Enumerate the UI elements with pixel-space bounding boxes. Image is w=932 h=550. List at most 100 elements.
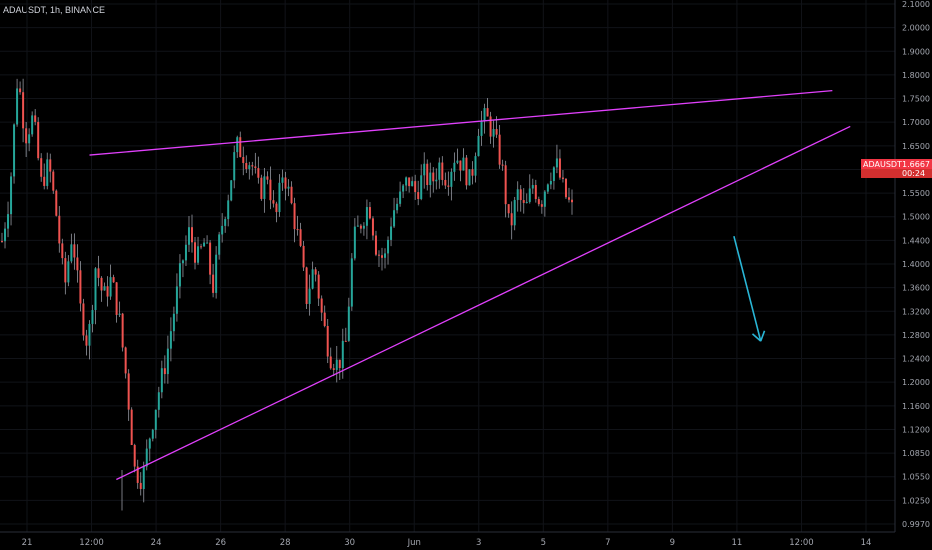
candle-body	[468, 169, 471, 186]
candle-body	[411, 181, 414, 187]
candle-body	[242, 157, 245, 164]
candle-body	[133, 445, 136, 467]
candle-body	[290, 186, 293, 204]
x-tick-label: 14	[861, 538, 872, 548]
time-axis[interactable]: 21 12:00 24 26 28 30 Jun 3 5 7 9 11 12:00 14	[0, 531, 895, 548]
candle-body	[507, 204, 510, 214]
candle-body	[350, 258, 353, 307]
candle-body	[64, 258, 67, 283]
candle-body	[341, 340, 344, 368]
candle-body	[356, 225, 359, 227]
y-tick-label: 1.0250	[902, 496, 930, 505]
candle-body	[510, 213, 513, 226]
candle-body	[109, 277, 112, 297]
y-tick-label: 1.5500	[902, 189, 930, 198]
candle-body	[293, 203, 296, 230]
candle-body	[465, 157, 468, 186]
candle-body	[528, 188, 531, 202]
candle-body	[157, 392, 160, 410]
candle-body	[423, 163, 426, 176]
x-tick-label: 5	[541, 538, 546, 548]
candle-body	[212, 274, 215, 293]
candle-body	[166, 348, 169, 375]
candle-body	[82, 303, 85, 336]
candle-body	[287, 186, 290, 189]
x-tick-label: 30	[344, 538, 355, 548]
candle-body	[61, 243, 64, 259]
candle-body	[142, 466, 145, 490]
candle-body	[317, 274, 320, 299]
price-axis[interactable]: 2.1000 2.0000 1.9000 1.8000 1.7500 1.7000 1.65…	[894, 0, 932, 550]
candle-body	[477, 135, 480, 157]
candle-body	[139, 482, 142, 490]
candle-body	[19, 88, 22, 93]
candle-body	[555, 158, 558, 168]
x-tick-label: 11	[732, 538, 743, 548]
candle-body	[368, 207, 371, 219]
candle-body	[537, 199, 540, 205]
candle-body	[377, 254, 380, 256]
y-tick-label: 0.9970	[902, 520, 930, 529]
candle-body	[561, 177, 564, 179]
candle-body	[175, 286, 178, 314]
candle-body	[127, 373, 130, 410]
candle-body	[453, 162, 456, 172]
candle-body	[194, 242, 197, 263]
candle-body	[224, 219, 227, 226]
candle-body	[88, 323, 91, 346]
candle-body	[275, 203, 278, 213]
candle-body	[55, 190, 58, 216]
candle-body	[269, 179, 272, 201]
candle-body	[513, 199, 516, 226]
candle-body	[121, 313, 124, 348]
candle-body	[296, 229, 299, 231]
candle-body	[248, 165, 251, 170]
candle-body	[414, 181, 417, 193]
candle-body	[347, 306, 350, 341]
y-tick-label: 1.8000	[902, 71, 930, 80]
candle-body	[266, 176, 269, 180]
y-tick-label: 1.5000	[902, 213, 930, 222]
candle-body	[420, 175, 423, 200]
y-tick-label: 1.2000	[902, 378, 930, 387]
candle-body	[504, 165, 507, 205]
candle-body	[257, 168, 260, 178]
x-tick-label: 12:00	[789, 538, 814, 548]
candle-body	[260, 177, 263, 199]
candle-body	[31, 115, 34, 135]
candle-body	[429, 172, 432, 186]
y-tick-label: 1.7500	[902, 95, 930, 104]
candle-body	[384, 253, 387, 258]
candle-body	[435, 179, 438, 182]
candle-body	[46, 159, 49, 186]
candle-body	[314, 269, 317, 275]
candle-body	[516, 189, 519, 200]
candle-body	[332, 368, 335, 370]
candle-body	[145, 448, 148, 467]
x-tick-label: 24	[151, 538, 162, 548]
candle-body	[70, 244, 73, 262]
candle-body	[118, 313, 121, 315]
candle-body	[25, 128, 28, 144]
badge-symbol: ADAUSDT	[863, 160, 902, 169]
candle-body	[540, 204, 543, 207]
candle-body	[172, 313, 175, 332]
candle-body	[43, 176, 46, 186]
candle-body	[426, 163, 429, 186]
candle-body	[311, 269, 314, 289]
y-tick-label: 2.1000	[902, 0, 930, 9]
candle-body	[459, 160, 462, 171]
candle-body	[308, 288, 311, 304]
candle-body	[474, 156, 477, 176]
candle-body	[91, 310, 94, 324]
candle-body	[338, 359, 341, 368]
candle-body	[417, 192, 420, 200]
y-tick-label: 1.6500	[902, 142, 930, 151]
candle-body	[206, 242, 209, 244]
candle-body	[329, 356, 332, 369]
candle-body	[564, 178, 567, 198]
candle-body	[447, 185, 450, 187]
y-tick-label: 1.4400	[902, 236, 930, 245]
candle-body	[353, 226, 356, 259]
